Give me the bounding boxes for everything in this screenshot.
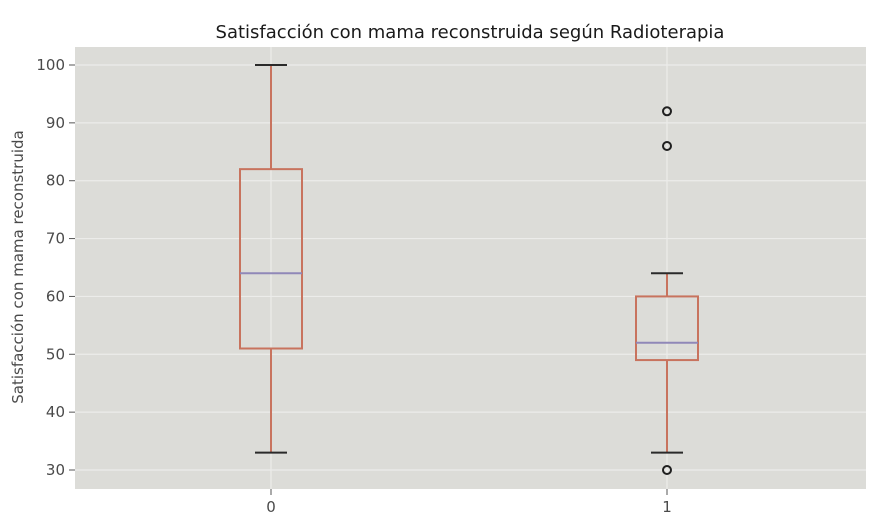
boxes bbox=[239, 64, 699, 475]
outlier-point bbox=[662, 141, 672, 151]
y-tick-label: 50 bbox=[46, 345, 65, 363]
x-tick-label: 1 bbox=[662, 498, 672, 516]
y-tick-label: 40 bbox=[46, 403, 65, 421]
outlier-point bbox=[662, 465, 672, 475]
y-tick-label: 100 bbox=[36, 56, 65, 74]
plot-area bbox=[75, 47, 866, 489]
chart-title: Satisfacción con mama reconstruida según… bbox=[216, 22, 725, 43]
y-tick-label: 30 bbox=[46, 461, 65, 479]
x-tick-label: 0 bbox=[266, 498, 276, 516]
box-group-0 bbox=[239, 64, 303, 454]
y-tick-label: 60 bbox=[46, 287, 65, 305]
y-tick-label: 90 bbox=[46, 114, 65, 132]
y-axis-label: Satisfacción con mama reconstruida bbox=[9, 130, 27, 404]
y-tick-label: 70 bbox=[46, 230, 65, 248]
box-group-1 bbox=[635, 106, 699, 475]
y-tick-label: 80 bbox=[46, 172, 65, 190]
outlier-point bbox=[662, 106, 672, 117]
box-iqr bbox=[635, 295, 699, 362]
box-iqr bbox=[239, 168, 303, 350]
y-axis-ticks: 30 40 50 60 70 80 90 100 bbox=[36, 56, 75, 479]
